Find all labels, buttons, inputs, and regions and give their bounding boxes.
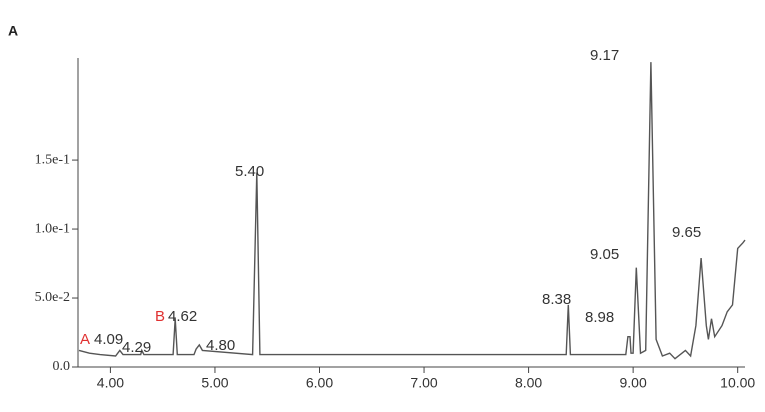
- x-tick-label: 6.00: [306, 375, 333, 391]
- y-tick-label: 0.0: [53, 359, 71, 374]
- peak-label: 4.29: [122, 339, 151, 356]
- y-tick-label: 1.5e-1: [35, 152, 70, 167]
- panel-label: A: [8, 23, 18, 39]
- peak-label: 8.98: [585, 309, 614, 326]
- x-tick-label: 8.00: [515, 375, 542, 391]
- peak-label: 4.62: [168, 308, 197, 325]
- peak-label: B: [155, 308, 165, 325]
- x-tick-label: 7.00: [410, 375, 437, 391]
- peak-label: 4.80: [206, 337, 235, 354]
- y-tick-label: 1.0e-1: [35, 221, 70, 236]
- chromatogram-line: [78, 62, 746, 360]
- peak-label: A: [80, 331, 90, 348]
- x-tick-label: 9.00: [620, 375, 647, 391]
- x-tick-label: 4.00: [97, 375, 124, 391]
- peak-label: 5.40: [235, 163, 264, 180]
- peak-label: 8.38: [542, 291, 571, 308]
- peak-label: 4.09: [94, 331, 123, 348]
- y-tick-label: 5.0e-2: [35, 290, 70, 305]
- peak-label: 9.05: [590, 246, 619, 263]
- x-tick-label: 5.00: [201, 375, 228, 391]
- peak-label: 9.17: [590, 47, 619, 64]
- x-tick-label: 10.00: [720, 375, 755, 391]
- peak-label: 9.65: [672, 224, 701, 241]
